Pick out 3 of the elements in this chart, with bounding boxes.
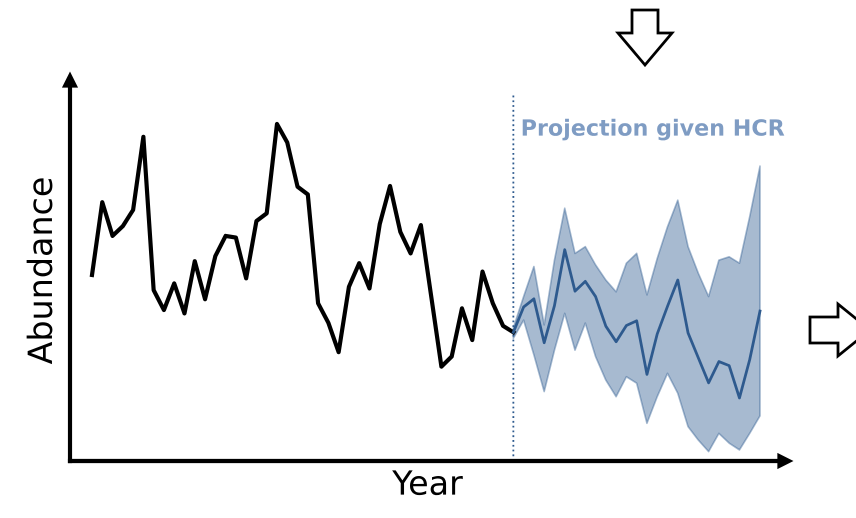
x-axis-title: Year: [392, 470, 463, 496]
annotation: Projection given HCR: [522, 118, 784, 140]
y-axis-title: Abundance: [26, 178, 52, 364]
